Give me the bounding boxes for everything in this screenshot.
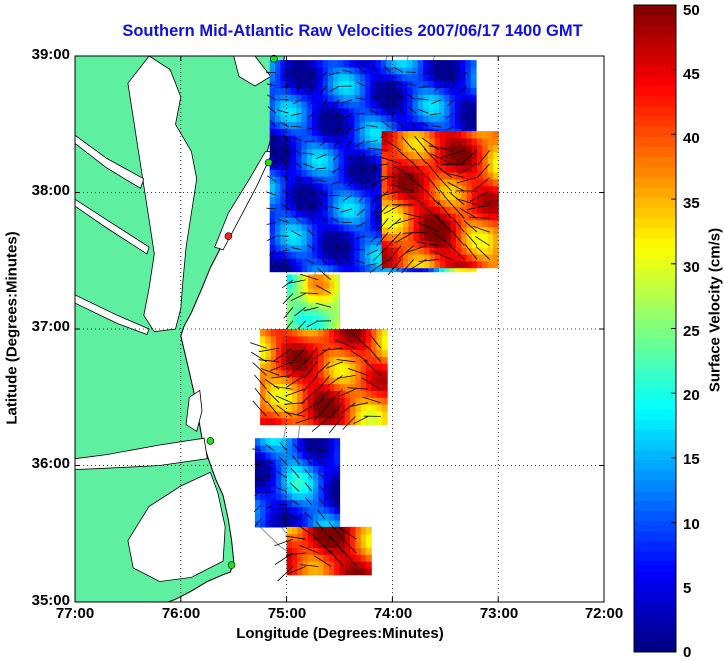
colorbar-segment xyxy=(634,66,676,77)
colorbar-segment xyxy=(634,339,676,350)
colorbar-segment xyxy=(634,379,676,390)
colorbar-segment xyxy=(634,500,676,511)
colorbar-segment xyxy=(634,308,676,319)
colorbar-segment xyxy=(634,25,676,36)
colorbar-tick-20: 20 xyxy=(683,388,700,403)
colorbar-segment xyxy=(634,238,676,249)
colorbar-segment xyxy=(634,147,676,158)
colorbar-segment xyxy=(634,318,676,329)
colorbar-segment xyxy=(634,96,676,107)
colorbar-segment xyxy=(634,531,676,542)
colorbar-tick-30: 30 xyxy=(683,260,700,275)
colorbar-segment xyxy=(634,15,676,26)
colorbar-tick-10: 10 xyxy=(683,517,700,532)
colorbar-segment xyxy=(634,490,676,501)
colorbar-segment xyxy=(634,591,676,602)
colorbar-segment xyxy=(634,632,676,643)
colorbar-tick-0: 0 xyxy=(683,645,691,660)
colorbar-segment xyxy=(634,440,676,451)
colorbar-segment xyxy=(634,197,676,208)
colorbar-segment xyxy=(634,248,676,259)
colorbar-segment xyxy=(634,45,676,56)
colorbar-segment xyxy=(634,5,676,16)
colorbar-segment xyxy=(634,35,676,46)
colorbar-segment xyxy=(634,389,676,400)
colorbar-tick-5: 5 xyxy=(683,581,691,596)
colorbar-tick-15: 15 xyxy=(683,452,700,467)
colorbar-segment xyxy=(634,329,676,340)
colorbar-segment xyxy=(634,521,676,532)
colorbar-segment xyxy=(634,278,676,289)
colorbar-segment xyxy=(634,430,676,441)
colorbar-segment xyxy=(634,581,676,592)
colorbar-segment xyxy=(634,349,676,360)
colorbar-segment xyxy=(634,136,676,147)
colorbar-segment xyxy=(634,298,676,309)
colorbar-segment xyxy=(634,359,676,370)
colorbar-segment xyxy=(634,157,676,168)
colorbar-segment xyxy=(634,126,676,137)
colorbar-tick-45: 45 xyxy=(683,67,700,82)
colorbar-tick-25: 25 xyxy=(683,324,700,339)
colorbar-segment xyxy=(634,86,676,97)
colorbar-segment xyxy=(634,460,676,471)
colorbar-segment xyxy=(634,480,676,491)
colorbar-segment xyxy=(634,116,676,127)
colorbar-segment xyxy=(634,76,676,87)
colorbar-segment xyxy=(634,622,676,633)
colorbar-segment xyxy=(634,106,676,117)
colorbar-label: Surface Velocity (cm/s) xyxy=(707,228,724,392)
colorbar-segment xyxy=(634,207,676,218)
colorbar-segment xyxy=(634,56,676,67)
colorbar-segment xyxy=(634,288,676,299)
colorbar-tick-50: 50 xyxy=(683,3,700,18)
colorbar-segment xyxy=(634,450,676,461)
colorbar-segment xyxy=(634,167,676,178)
colorbar-segment xyxy=(634,187,676,198)
colorbar-segment xyxy=(634,369,676,380)
colorbar-segment xyxy=(634,561,676,572)
colorbar-segment xyxy=(634,470,676,481)
colorbar-segment xyxy=(634,571,676,582)
colorbar-tick-40: 40 xyxy=(683,131,700,146)
colorbar-segment xyxy=(634,551,676,562)
colorbar-tick-35: 35 xyxy=(683,196,700,211)
colorbar-segment xyxy=(634,541,676,552)
colorbar-segment xyxy=(634,227,676,238)
colorbar-segment xyxy=(634,612,676,623)
colorbar-segment xyxy=(634,642,676,653)
colorbar-segment xyxy=(634,177,676,188)
colorbar-segment xyxy=(634,258,676,269)
colorbar-segment xyxy=(634,419,676,430)
colorbar-segment xyxy=(634,399,676,410)
colorbar-segment xyxy=(634,601,676,612)
colorbar-segment xyxy=(634,217,676,228)
colorbar-segment xyxy=(634,510,676,521)
colorbar-segment xyxy=(634,268,676,279)
colorbar-segment xyxy=(634,409,676,420)
